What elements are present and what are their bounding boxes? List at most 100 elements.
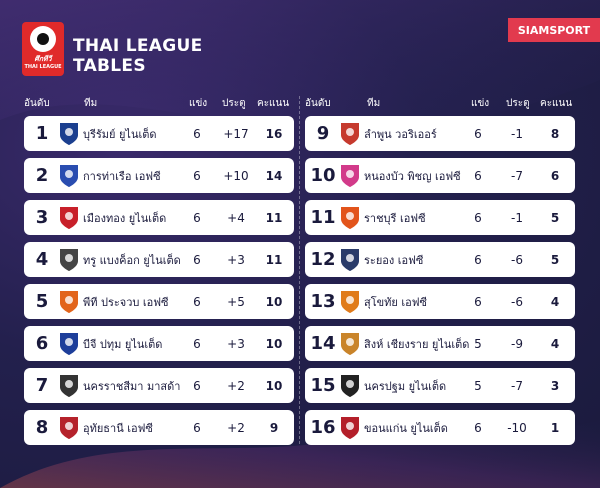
standings-rows: 9 ลำพูน วอริเออร์ 6 -1 8 10 หนองบัว พิชญ เอฟซี… [305,116,575,445]
played-value: 6 [193,378,201,393]
title-line-1: THAI LEAGUE [73,36,203,56]
points-value: 11 [265,252,283,267]
thai-league-logo: ศึกทีวี THAI LEAGUE [22,22,64,76]
points-value: 9 [269,420,279,435]
table-row[interactable]: 14 สิงห์ เชียงราย ยูไนเต็ด 5 -9 4 [305,326,575,361]
played-value: 6 [474,252,482,267]
khonkaen-crest-icon [341,417,359,439]
rank-number: 7 [35,375,49,396]
team-name: ราชบุรี เอฟซี [364,211,426,225]
header-points: คะแนน [257,98,290,109]
nakhon-ratchasima-crest-icon [60,375,78,397]
ratchaburi-crest-icon [341,207,359,229]
standings-left-column: อันดับ ทีม แข่ง ประตู คะแนน 1 บุรีรัมย์ ย… [24,96,294,445]
rank-number: 12 [310,249,336,270]
uthai-thani-crest-icon [60,417,78,439]
muangthong-crest-icon [60,207,78,229]
rank-number: 2 [35,165,49,186]
header-goal-diff: ประตู [506,98,530,109]
points-value: 14 [265,168,283,183]
rank-number: 4 [35,249,49,270]
goal-diff-value: +2 [227,378,245,393]
table-row[interactable]: 5 พีที ประจวบ เอฟซี 6 +5 10 [24,284,294,319]
points-value: 11 [265,210,283,225]
played-value: 6 [193,420,201,435]
points-value: 16 [265,126,283,141]
points-value: 8 [550,126,560,141]
table-row[interactable]: 3 เมืองทอง ยูไนเต็ด 6 +4 11 [24,200,294,235]
points-value: 1 [550,420,560,435]
played-value: 6 [193,336,201,351]
played-value: 6 [193,210,201,225]
header-team: ทีม [367,98,381,109]
team-name: หนองบัว พิชญ เอฟซี [364,169,461,183]
team-name: นครปฐม ยูไนเต็ด [364,379,447,393]
played-value: 6 [474,420,482,435]
goal-diff-value: -6 [511,252,523,267]
points-value: 5 [550,210,560,225]
logo-text: ศึกทีวี [34,55,52,63]
table-row[interactable]: 13 สุโขทัย เอฟซี 6 -6 4 [305,284,575,319]
team-name: พีที ประจวบ เอฟซี [83,295,169,309]
team-name: นครราชสีมา มาสด้า [83,379,181,393]
rank-number: 15 [310,375,336,396]
title-line-2: TABLES [73,56,146,76]
table-row[interactable]: 8 อุทัยธานี เอฟซี 6 +2 9 [24,410,294,445]
rank-number: 13 [310,291,336,312]
goal-diff-value: -7 [511,168,523,183]
table-row[interactable]: 12 ระยอง เอฟซี 6 -6 5 [305,242,575,277]
table-row[interactable]: 9 ลำพูน วอริเออร์ 6 -1 8 [305,116,575,151]
lamphun-crest-icon [341,123,359,145]
goal-diff-value: +17 [223,126,249,141]
rank-number: 8 [35,417,49,438]
played-value: 6 [474,168,482,183]
sukhothai-crest-icon [341,291,359,313]
column-divider [299,96,300,444]
points-value: 6 [550,168,560,183]
rank-number: 5 [35,291,49,312]
played-value: 6 [474,126,482,141]
played-value: 6 [193,168,201,183]
goal-diff-value: +3 [227,252,245,267]
goal-diff-value: +10 [223,168,249,183]
rank-number: 6 [35,333,49,354]
table-row[interactable]: 1 บุรีรัมย์ ยูไนเต็ด 6 +17 16 [24,116,294,151]
rank-number: 9 [316,123,330,144]
ball-icon [30,26,56,52]
table-row[interactable]: 2 การท่าเรือ เอฟซี 6 +10 14 [24,158,294,193]
played-value: 6 [474,210,482,225]
table-row[interactable]: 15 นครปฐม ยูไนเต็ด 5 -7 3 [305,368,575,403]
points-value: 10 [265,294,283,309]
rayong-crest-icon [341,249,359,271]
team-name: สุโขทัย เอฟซี [364,295,427,309]
table-row[interactable]: 16 ขอนแก่น ยูไนเต็ด 6 -10 1 [305,410,575,445]
table-row[interactable]: 11 ราชบุรี เอฟซี 6 -1 5 [305,200,575,235]
points-value: 3 [550,378,560,393]
team-name: สิงห์ เชียงราย ยูไนเต็ด [364,337,470,351]
team-name: เมืองทอง ยูไนเต็ด [83,211,167,225]
table-row[interactable]: 7 นครราชสีมา มาสด้า 6 +2 10 [24,368,294,403]
goal-diff-value: +3 [227,336,245,351]
goal-diff-value: +2 [227,420,245,435]
team-name: ระยอง เอฟซี [364,253,424,267]
header-rank: อันดับ [305,98,331,109]
table-row[interactable]: 4 ทรู แบงค็อก ยูไนเต็ด 6 +3 11 [24,242,294,277]
table-row[interactable]: 10 หนองบัว พิชญ เอฟซี 6 -7 6 [305,158,575,193]
column-headers: อันดับ ทีม แข่ง ประตู คะแนน [305,96,575,112]
bg-pathum-crest-icon [60,333,78,355]
played-value: 6 [193,126,201,141]
rank-number: 3 [35,207,49,228]
points-value: 4 [550,336,560,351]
pt-prachuap-crest-icon [60,291,78,313]
team-name: บีจี ปทุม ยูไนเต็ด [83,337,163,351]
team-name: การท่าเรือ เอฟซี [83,169,161,183]
true-bangkok-crest-icon [60,249,78,271]
logo-subtext: THAI LEAGUE [24,64,62,70]
table-row[interactable]: 6 บีจี ปทุม ยูไนเต็ด 6 +3 10 [24,326,294,361]
chiangrai-crest-icon [341,333,359,355]
header-points: คะแนน [540,98,573,109]
buriram-crest-icon [60,123,78,145]
played-value: 6 [474,294,482,309]
rank-number: 16 [310,417,336,438]
header-played: แข่ง [471,98,490,109]
